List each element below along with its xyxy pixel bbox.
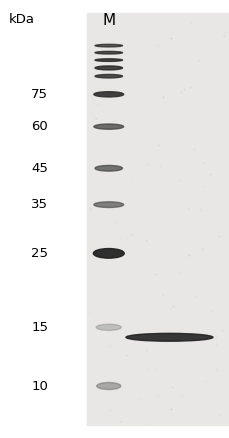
Ellipse shape bbox=[95, 59, 123, 61]
Text: M: M bbox=[102, 13, 115, 28]
Ellipse shape bbox=[95, 166, 123, 171]
Ellipse shape bbox=[93, 248, 124, 258]
Text: 60: 60 bbox=[31, 120, 48, 133]
Text: 75: 75 bbox=[31, 88, 48, 101]
Ellipse shape bbox=[97, 382, 121, 389]
Text: kDa: kDa bbox=[9, 13, 35, 26]
Ellipse shape bbox=[95, 51, 123, 54]
Bar bbox=[87, 13, 229, 425]
Ellipse shape bbox=[95, 44, 123, 47]
Text: 35: 35 bbox=[31, 198, 48, 211]
Ellipse shape bbox=[94, 202, 124, 208]
Ellipse shape bbox=[95, 74, 123, 78]
Text: 15: 15 bbox=[31, 321, 48, 334]
Ellipse shape bbox=[126, 333, 213, 341]
Ellipse shape bbox=[96, 324, 121, 330]
Ellipse shape bbox=[94, 124, 124, 129]
Ellipse shape bbox=[94, 92, 124, 97]
Text: 45: 45 bbox=[31, 162, 48, 175]
Text: 10: 10 bbox=[31, 379, 48, 392]
Text: 25: 25 bbox=[31, 247, 48, 260]
Ellipse shape bbox=[95, 66, 123, 70]
